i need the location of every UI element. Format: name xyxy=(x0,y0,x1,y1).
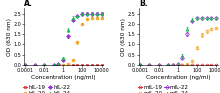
Text: B.: B. xyxy=(139,0,147,8)
Legend: mIL-19, mIL-20, mIL-22, mIL-24: mIL-19, mIL-20, mIL-22, mIL-24 xyxy=(138,85,189,93)
Text: A.: A. xyxy=(24,0,33,8)
Y-axis label: OD (630 nm): OD (630 nm) xyxy=(7,18,12,56)
Legend: hIL-19, hIL-20, hIL-22, hIL-24: hIL-19, hIL-20, hIL-22, hIL-24 xyxy=(23,85,70,93)
X-axis label: Concentration (ng/ml): Concentration (ng/ml) xyxy=(146,75,211,80)
X-axis label: Concentration (ng/ml): Concentration (ng/ml) xyxy=(31,75,96,80)
Y-axis label: OD (630 nm): OD (630 nm) xyxy=(121,18,126,56)
